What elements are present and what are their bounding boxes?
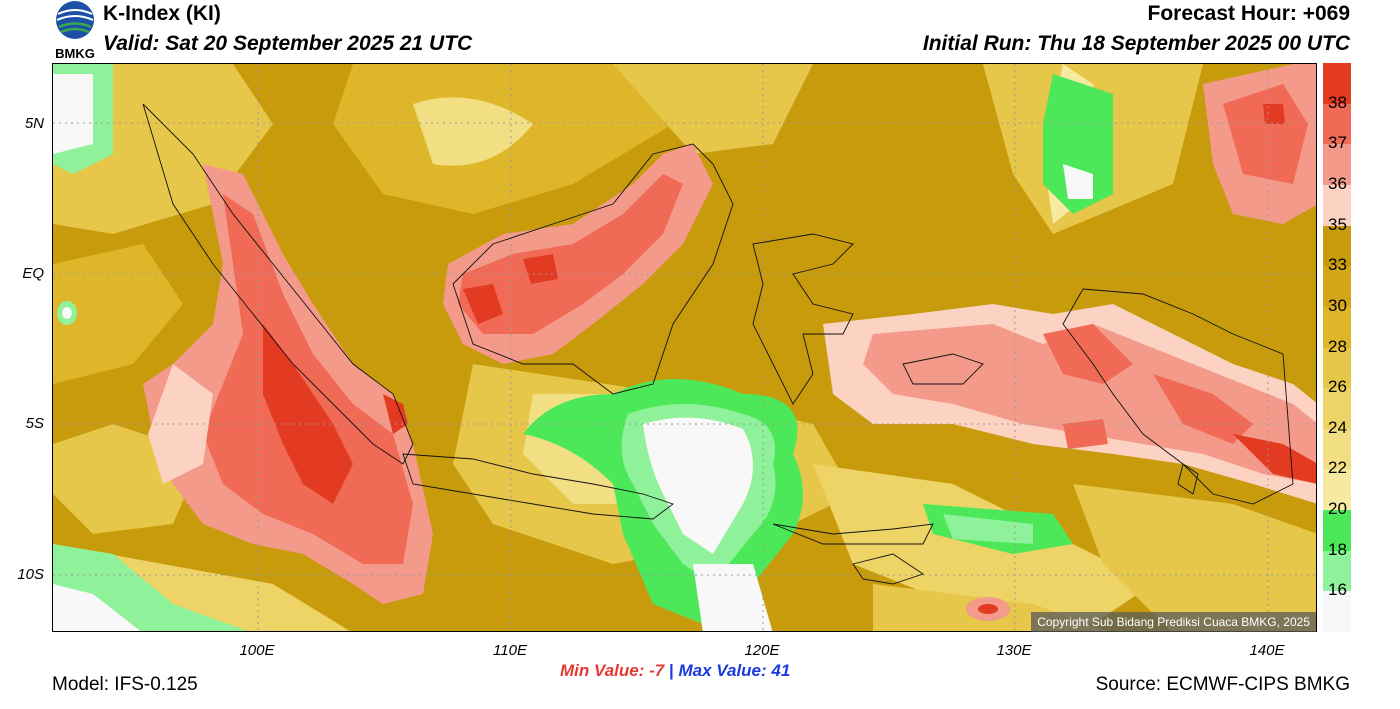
lon-label-110e: 110E — [493, 642, 527, 659]
forecast-hour: Forecast Hour: +069 — [1147, 2, 1351, 25]
colorbar-tick-label: 33 — [1328, 255, 1347, 275]
min-max-values: Min Value: -7 | Max Value: 41 — [560, 661, 790, 681]
colorbar-segment — [1323, 591, 1351, 633]
model-info: Model: IFS-0.125 — [52, 674, 198, 695]
source-info: Source: ECMWF-CIPS BMKG — [1095, 674, 1350, 695]
colorbar-tick-label: 26 — [1328, 377, 1347, 397]
colorbar-segment — [1323, 63, 1351, 105]
colorbar-tick-label: 38 — [1328, 92, 1347, 112]
colorbar-tick-label: 16 — [1328, 580, 1347, 600]
lat-label-eq: EQ — [22, 265, 44, 282]
valid-time: Valid: Sat 20 September 2025 21 UTC — [103, 32, 473, 55]
lat-label-10s: 10S — [17, 566, 44, 583]
initial-run: Initial Run: Thu 18 September 2025 00 UT… — [922, 32, 1350, 55]
colorbar-tick-label: 37 — [1328, 133, 1347, 153]
lon-label-120e: 120E — [744, 642, 780, 659]
colorbar-segment — [1323, 550, 1351, 592]
k-index-map — [52, 63, 1317, 632]
copyright-note: Copyright Sub Bidang Prediksi Cuaca BMKG… — [1031, 612, 1316, 632]
colorbar-segment — [1323, 184, 1351, 227]
lon-label-130e: 130E — [996, 642, 1032, 659]
colorbar-segment — [1323, 144, 1351, 186]
lon-label-140e: 140E — [1249, 642, 1285, 659]
colorbar-tick-label: 22 — [1328, 458, 1347, 478]
separator: | — [668, 661, 674, 680]
colorbar — [1323, 63, 1351, 633]
colorbar-segment — [1323, 266, 1351, 308]
colorbar-tick-label: 24 — [1328, 417, 1347, 437]
colorbar-segment — [1323, 428, 1351, 470]
colorbar-segment — [1323, 510, 1351, 552]
lat-label-5n: 5N — [24, 115, 44, 132]
colorbar-segment — [1323, 469, 1351, 511]
chart-title: K-Index (KI) — [103, 2, 221, 25]
colorbar-tick-label: 36 — [1328, 173, 1347, 193]
svg-text:BMKG: BMKG — [55, 46, 95, 60]
colorbar-tick-label: 35 — [1328, 214, 1347, 234]
colorbar-tick-label: 28 — [1328, 336, 1347, 356]
colorbar-tick-label: 20 — [1328, 499, 1347, 519]
colorbar-segment — [1323, 225, 1351, 267]
colorbar-segment — [1323, 347, 1351, 389]
max-value: 41 — [771, 661, 791, 680]
min-value: -7 — [649, 661, 665, 680]
colorbar-segment — [1323, 103, 1351, 145]
colorbar-segment — [1323, 306, 1351, 348]
lat-label-5s: 5S — [25, 415, 44, 432]
colorbar-tick-label: 30 — [1328, 295, 1347, 315]
bmkg-logo: BMKG — [50, 0, 100, 61]
max-label: Max Value: — [678, 661, 767, 680]
colorbar-segment — [1323, 388, 1351, 430]
min-label: Min Value: — [560, 661, 645, 680]
colorbar-tick-label: 18 — [1328, 539, 1347, 559]
lon-label-100e: 100E — [239, 642, 275, 659]
